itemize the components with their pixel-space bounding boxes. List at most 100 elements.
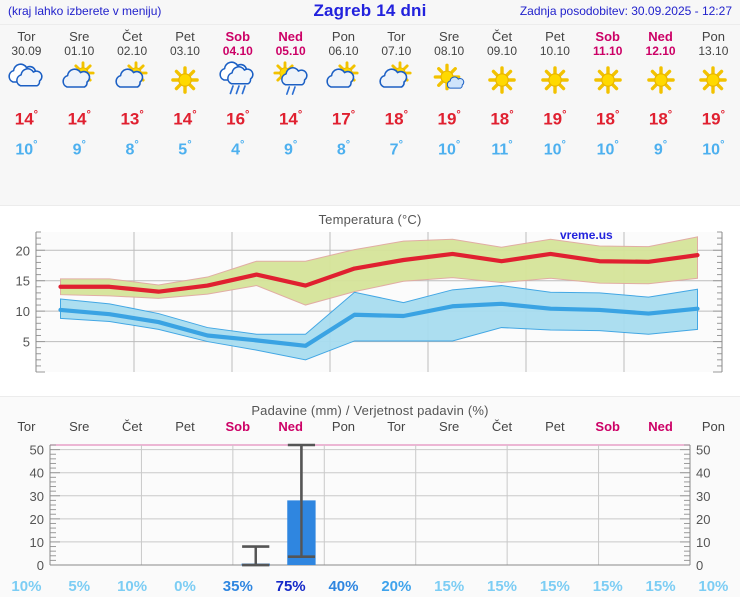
max-temperature: 18° bbox=[476, 102, 529, 133]
degree-symbol: ° bbox=[350, 109, 356, 121]
max-temperature: 18° bbox=[634, 102, 687, 133]
day-date: 08.10 bbox=[434, 44, 465, 58]
min-temperature: 9° bbox=[264, 133, 317, 162]
min-temperature: 10° bbox=[581, 133, 634, 162]
precipitation-day-label: Tor bbox=[17, 419, 36, 434]
location-menu-note: (kraj lahko izberete v meniju) bbox=[8, 4, 162, 18]
min-temperature: 9° bbox=[53, 133, 106, 162]
precipitation-day-label: Čet bbox=[491, 419, 513, 434]
degree-symbol: ° bbox=[720, 109, 726, 121]
day-date: 01.10 bbox=[64, 44, 95, 58]
max-temperature-value: 14 bbox=[14, 109, 34, 129]
min-temperature: 8° bbox=[106, 133, 159, 162]
degree-symbol: ° bbox=[192, 109, 197, 121]
day-date: 11.10 bbox=[593, 44, 623, 58]
day-column[interactable]: Ned 12.10 18° 9° bbox=[634, 25, 687, 162]
precipitation-probability: 15% bbox=[434, 578, 465, 595]
day-name: Tor bbox=[17, 29, 36, 44]
min-temperature: 10° bbox=[0, 133, 53, 162]
precipitation-day-label: Sre bbox=[69, 419, 90, 434]
day-column[interactable]: Pet 10.10 19° 10° bbox=[528, 25, 581, 162]
day-column[interactable]: Tor 30.09 14° 10° bbox=[0, 25, 53, 162]
day-column[interactable]: Pon 06.10 17° 8° bbox=[317, 25, 370, 162]
temperature-chart-title: Temperatura (°C) bbox=[0, 206, 740, 227]
temperature-plot: 5 10 15 20 bbox=[16, 231, 723, 373]
precipitation-day-label: Pet bbox=[175, 419, 195, 434]
max-temperature-value: 18 bbox=[384, 109, 404, 129]
svg-text:20: 20 bbox=[696, 512, 710, 527]
precipitation-day-label: Čet bbox=[121, 419, 143, 434]
day-column[interactable]: Pon 13.10 19° 10° bbox=[687, 25, 740, 162]
day-date: 13.10 bbox=[698, 44, 729, 58]
min-temperature: 9° bbox=[634, 133, 687, 162]
degree-symbol: ° bbox=[297, 109, 303, 121]
degree-symbol: ° bbox=[509, 109, 514, 121]
degree-symbol: ° bbox=[245, 109, 250, 121]
svg-text:40: 40 bbox=[696, 466, 710, 481]
day-date: 02.10 bbox=[117, 44, 148, 58]
min-temperature-value: 10 bbox=[596, 140, 615, 158]
min-temperature-value: 9 bbox=[283, 140, 293, 158]
partly-sunny-icon bbox=[106, 58, 159, 102]
day-name: Ned bbox=[278, 29, 303, 44]
degree-symbol: ° bbox=[398, 138, 403, 151]
degree-symbol: ° bbox=[292, 138, 298, 151]
day-date: 10.10 bbox=[539, 44, 570, 58]
max-temperature-value: 18 bbox=[648, 109, 668, 129]
min-temperature-value: 7 bbox=[389, 140, 399, 158]
day-column[interactable]: Pet 03.10 14° 5° bbox=[159, 25, 212, 162]
svg-text:50: 50 bbox=[30, 443, 44, 458]
min-temperature-value: 9 bbox=[653, 140, 663, 158]
degree-symbol: ° bbox=[134, 138, 139, 151]
day-column[interactable]: Sre 08.10 19° 10° bbox=[423, 25, 476, 162]
day-name: Čet bbox=[491, 29, 513, 44]
precipitation-day-label: Ned bbox=[278, 419, 303, 434]
svg-text:20: 20 bbox=[30, 512, 44, 527]
precipitation-day-label: Sre bbox=[439, 419, 460, 434]
max-temperature-value: 14 bbox=[67, 109, 87, 129]
day-column[interactable]: Čet 09.10 18° 11° bbox=[476, 25, 529, 162]
page-header: (kraj lahko izberete v meniju) Zagreb 14… bbox=[0, 0, 740, 25]
precipitation-day-label: Sob bbox=[225, 419, 251, 434]
day-name: Sre bbox=[69, 29, 90, 44]
sun-small-cloud-icon bbox=[423, 58, 476, 102]
max-temperature-value: 18 bbox=[596, 109, 615, 129]
min-temperature-value: 8 bbox=[336, 140, 346, 158]
svg-text:10: 10 bbox=[696, 535, 710, 550]
degree-symbol: ° bbox=[508, 138, 513, 151]
degree-symbol: ° bbox=[139, 109, 144, 121]
page-title: Zagreb 14 dni bbox=[313, 1, 427, 20]
min-temperature-value: 11 bbox=[491, 140, 509, 158]
degree-symbol: ° bbox=[455, 138, 461, 151]
min-temperature: 4° bbox=[211, 133, 264, 162]
degree-symbol: ° bbox=[562, 109, 567, 121]
degree-symbol: ° bbox=[33, 138, 38, 151]
precipitation-day-label: Pon bbox=[331, 419, 356, 434]
degree-symbol: ° bbox=[187, 138, 192, 151]
last-updated-label: Zadnja posodobitev: 30.09.2025 - 12:27 bbox=[519, 4, 732, 18]
max-temperature: 14° bbox=[264, 102, 317, 133]
precipitation-probability: 20% bbox=[381, 578, 412, 595]
day-column[interactable]: Sre 01.10 14° 9° bbox=[53, 25, 106, 162]
day-column[interactable]: Čet 02.10 13° 8° bbox=[106, 25, 159, 162]
degree-symbol: ° bbox=[720, 138, 725, 151]
day-date: 03.10 bbox=[169, 44, 200, 58]
day-column[interactable]: Sob 04.10 16° 4° bbox=[211, 25, 264, 162]
partly-sunny-icon bbox=[53, 58, 106, 102]
day-column[interactable]: Sob 11.10 18° 10° bbox=[581, 25, 634, 162]
max-temperature: 19° bbox=[528, 102, 581, 133]
min-temperature-value: 10 bbox=[543, 140, 562, 158]
max-temperature-value: 14 bbox=[278, 109, 298, 129]
day-column[interactable]: Ned 05.10 14° 9° bbox=[264, 25, 317, 162]
day-column[interactable]: Tor 07.10 18° 7° bbox=[370, 25, 423, 162]
max-temperature-value: 16 bbox=[226, 109, 246, 129]
svg-text:15: 15 bbox=[16, 274, 30, 289]
precipitation-probability: 35% bbox=[222, 578, 253, 595]
precipitation-chart-title-text: Padavine (mm) / Verjetnost padavin (%) bbox=[251, 403, 489, 418]
degree-symbol: ° bbox=[403, 109, 408, 121]
max-temperature: 13° bbox=[106, 102, 159, 133]
day-name: Sob bbox=[225, 29, 251, 44]
sunny-icon bbox=[581, 58, 634, 102]
svg-text:0: 0 bbox=[696, 558, 703, 573]
